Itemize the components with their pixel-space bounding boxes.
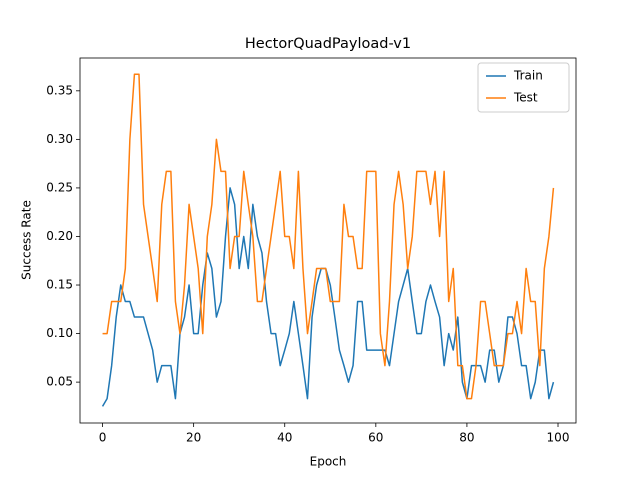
x-tick-label: 0	[99, 431, 107, 445]
y-tick-label: 0.30	[46, 132, 73, 146]
legend-label: Train	[513, 69, 543, 83]
y-axis-label: Success Rate	[20, 200, 34, 280]
x-tick-label: 40	[277, 431, 292, 445]
y-tick-label: 0.35	[46, 83, 73, 97]
y-tick-label: 0.05	[46, 375, 73, 389]
x-tick-label: 20	[186, 431, 201, 445]
chart-title: HectorQuadPayload-v1	[245, 36, 411, 52]
y-tick-label: 0.15	[46, 278, 73, 292]
y-tick-label: 0.10	[46, 326, 73, 340]
plot-frame	[79, 57, 577, 424]
y-tick-label: 0.20	[46, 229, 73, 243]
series-line	[102, 73, 555, 400]
x-tick-label: 100	[547, 431, 570, 445]
x-tick-label: 80	[459, 431, 474, 445]
series-line	[101, 187, 555, 407]
x-axis-label: Epoch	[310, 455, 347, 469]
x-tick-label: 60	[368, 431, 383, 445]
y-tick-label: 0.25	[46, 180, 73, 194]
legend-label: Test	[513, 91, 538, 105]
